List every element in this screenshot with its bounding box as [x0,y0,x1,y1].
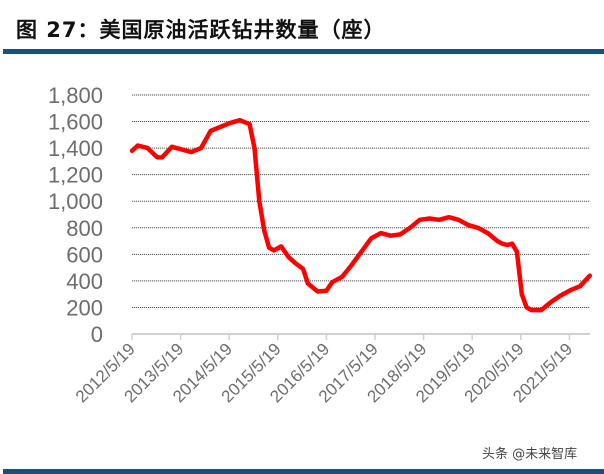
y-tick-label: 1,600 [48,110,103,135]
rig-count-line [129,117,593,313]
x-axis [131,333,590,340]
watermark: 头条 @未来智库 [482,447,578,462]
bottom-rule [3,469,604,474]
y-tick-label: 1,000 [48,189,103,214]
y-tick-label: 800 [66,216,103,241]
x-axis-labels: 2012/5/192013/5/192014/5/192015/5/192016… [72,339,576,406]
y-tick-label: 1,200 [48,163,103,188]
y-tick-label: 0 [91,322,103,347]
chart-title: 图 27：美国原油活跃钻井数量（座） [16,18,386,42]
title-underline [3,49,604,54]
y-tick-label: 600 [66,242,103,267]
y-tick-label: 200 [66,295,103,320]
y-tick-label: 1,800 [48,83,103,108]
y-tick-label: 1,400 [48,136,103,161]
y-tick-label: 400 [66,269,103,294]
